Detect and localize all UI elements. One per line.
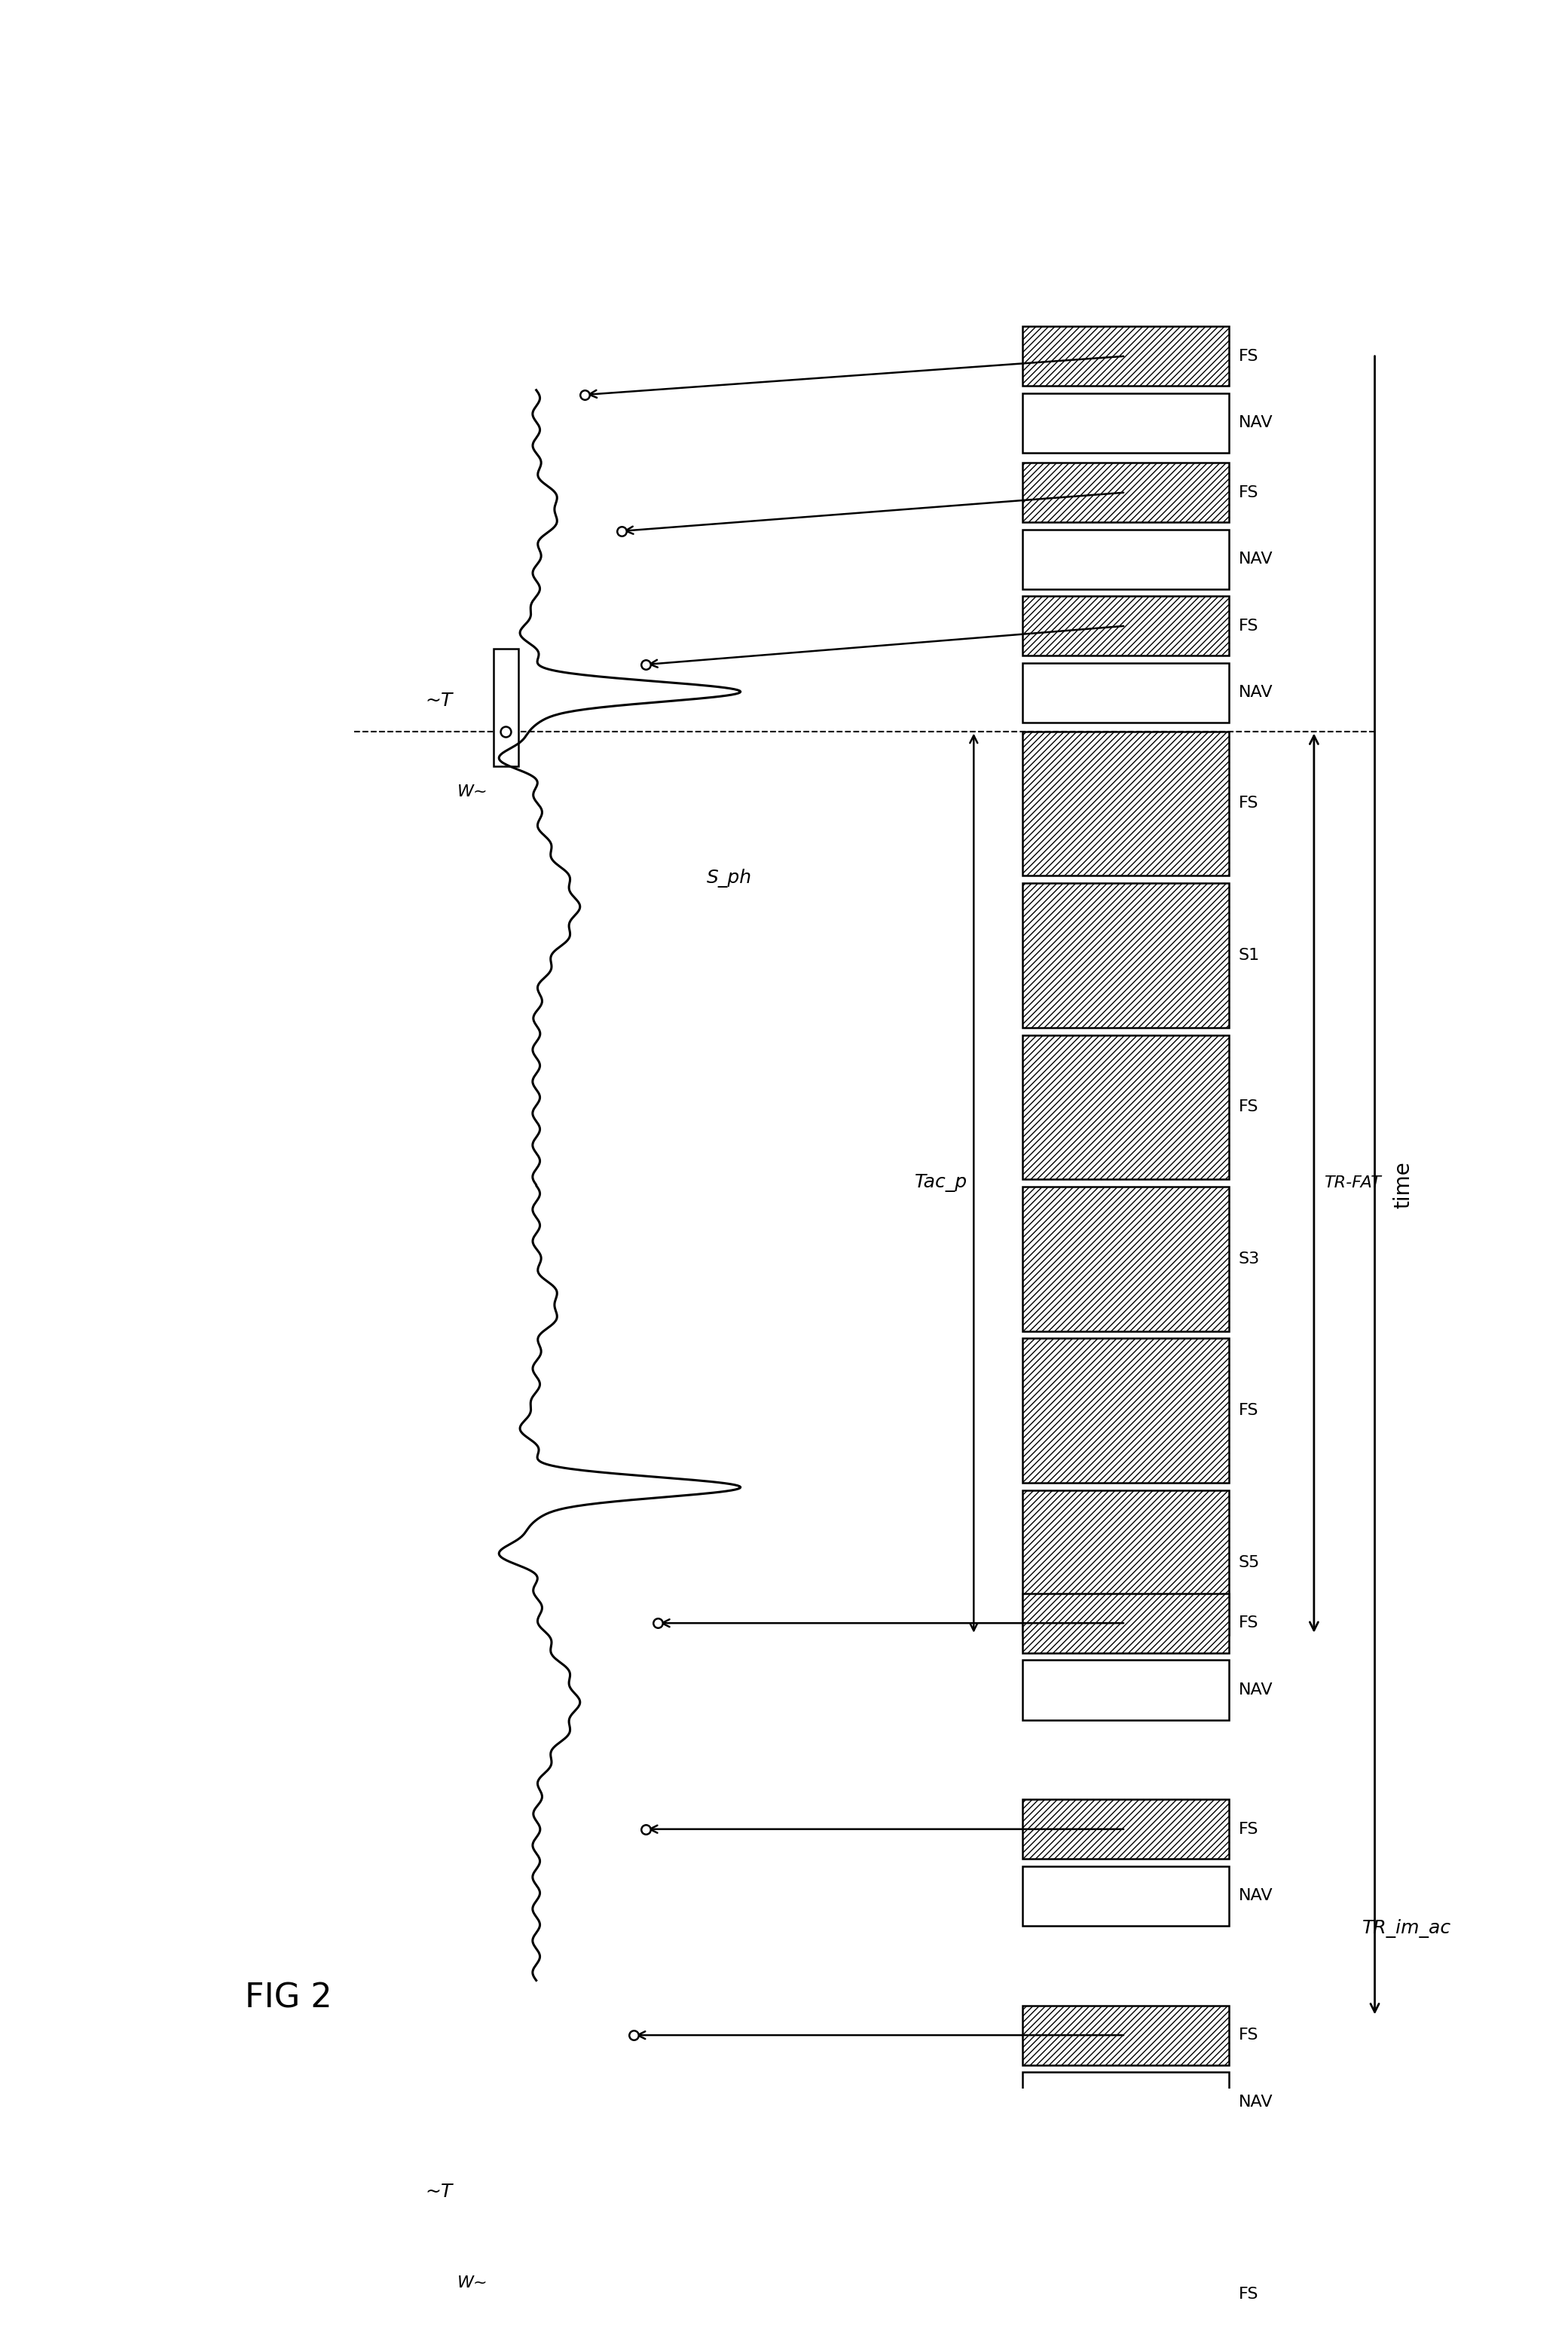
Text: ~T: ~T	[425, 692, 453, 709]
Text: FS: FS	[1239, 1101, 1259, 1115]
Bar	[1022, 530, 1229, 589]
Text: FIG 2: FIG 2	[245, 1983, 332, 2014]
Text: time: time	[1392, 1162, 1414, 1209]
Text: TR_im_ac: TR_im_ac	[1363, 1920, 1452, 1939]
Text: S1: S1	[1239, 948, 1261, 962]
Bar	[1022, 1659, 1229, 1720]
Text: NAV: NAV	[1239, 1889, 1273, 1903]
Text: FS: FS	[1239, 1615, 1259, 1631]
Text: NAV: NAV	[1239, 685, 1273, 699]
Bar	[1022, 462, 1229, 523]
Text: NAV: NAV	[1239, 2094, 1273, 2110]
Bar	[1022, 882, 1229, 1028]
Bar	[494, 2140, 517, 2258]
Bar	[1022, 1866, 1229, 1927]
Bar	[1022, 1338, 1229, 1483]
Text: ~T: ~T	[425, 2183, 453, 2201]
Bar	[1022, 2223, 1229, 2347]
Text: NAV: NAV	[1239, 552, 1273, 568]
Text: S3: S3	[1239, 1251, 1261, 1267]
Bar	[1022, 1800, 1229, 1859]
Text: FS: FS	[1239, 350, 1259, 364]
Text: W~: W~	[456, 784, 488, 800]
Bar	[1022, 662, 1229, 723]
Text: FS: FS	[1239, 486, 1259, 500]
Text: NAV: NAV	[1239, 1683, 1273, 1697]
Bar	[1022, 1035, 1229, 1181]
Text: FS: FS	[1239, 617, 1259, 634]
Text: TR-FAT: TR-FAT	[1323, 1176, 1381, 1190]
Bar	[1022, 1188, 1229, 1331]
Text: FS: FS	[1239, 2028, 1259, 2042]
Bar	[1022, 1490, 1229, 1636]
Bar	[1022, 1594, 1229, 1652]
Bar	[494, 650, 517, 767]
Text: FS: FS	[1239, 1404, 1259, 1418]
Bar	[1022, 2004, 1229, 2065]
Text: FS: FS	[1239, 1821, 1259, 1838]
Text: Tac_p: Tac_p	[914, 1174, 967, 1192]
Text: S_ph: S_ph	[706, 868, 751, 887]
Bar	[1022, 2072, 1229, 2131]
Text: W~: W~	[456, 2277, 488, 2291]
Bar	[1022, 394, 1229, 453]
Text: NAV: NAV	[1239, 415, 1273, 430]
Bar	[1022, 596, 1229, 655]
Bar	[1022, 326, 1229, 385]
Text: FS: FS	[1239, 796, 1259, 812]
Text: FS: FS	[1239, 2286, 1259, 2302]
Text: S5: S5	[1239, 1556, 1261, 1570]
Bar	[1022, 732, 1229, 875]
